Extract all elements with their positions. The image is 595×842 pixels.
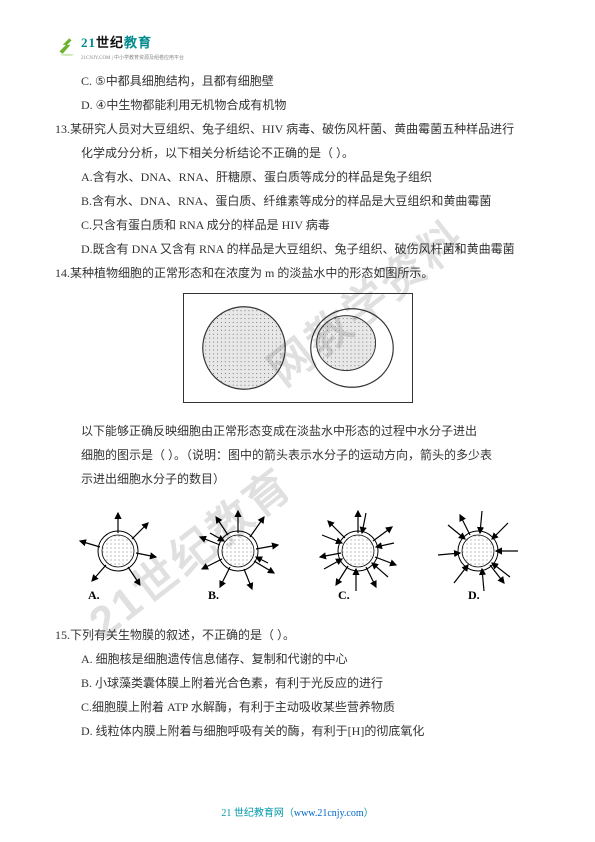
- q13-stem-line2: 化学成分分析，以下相关分析结论不正确的是（ ）。: [55, 141, 540, 165]
- fig-label-b: B.: [208, 588, 219, 602]
- prev-option-d: D. ④中生物都能利用无机物合成有机物: [55, 93, 540, 117]
- q13-option-a: A.含有水、DNA、RNA、肝糖原、蛋白质等成分的样品是兔子组织: [55, 165, 540, 189]
- q15-option-a: A. 细胞核是细胞遗传信息储存、复制和代谢的中心: [55, 647, 540, 671]
- q15-option-d: D. 线粒体内膜上附着与细胞呼吸有关的酶，有利于[H]的彻底氧化: [55, 719, 540, 743]
- footer-post-text: ）: [364, 808, 374, 819]
- page-content: 21世纪教育 21CNJY.COM | 中小学教育资源及组卷应用平台 C. ⑤中…: [0, 0, 595, 763]
- q14-after-line2: 细胞的图示是（ ）。（说明：图中的箭头表示水分子的运动方向，箭头的多少表: [55, 443, 540, 467]
- q15-option-c: C.细胞膜上附着 ATP 水解酶，有利于主动吸收某些营养物质: [55, 695, 540, 719]
- q13-option-b: B.含有水、DNA、RNA、蛋白质、纤维素等成分的样品是大豆组织和黄曲霉菌: [55, 189, 540, 213]
- q14-after-line1: 以下能够正确反映细胞由正常形态变成在淡盐水中形态的过程中水分子进出: [55, 419, 540, 443]
- page-footer: 21 世纪教育网（www.21cnjy.com）: [0, 804, 595, 824]
- fig-label-c: C.: [338, 588, 350, 602]
- logo-subtext: 21CNJY.COM | 中小学教育资源及组卷应用平台: [81, 56, 184, 61]
- logo-runner-icon: [55, 35, 77, 57]
- site-logo: 21世纪教育 21CNJY.COM | 中小学教育资源及组卷应用平台: [55, 30, 540, 61]
- q14-stem: 14.某种植物细胞的正常形态和在浓度为 m 的淡盐水中的形态如图所示。: [55, 261, 540, 285]
- fig-label-a: A.: [88, 588, 100, 602]
- q14-after-line3: 示进出细胞水分子的数目）: [55, 467, 540, 491]
- fig-label-d: D.: [468, 588, 480, 602]
- q14-arrow-figure: A. B.: [55, 501, 540, 619]
- q13-stem-line1: 13.某研究人员对大豆组织、兔子组织、HIV 病毒、破伤风杆菌、黄曲霉菌五种样品…: [55, 117, 540, 141]
- q13-option-c: C.只含有蛋白质和 RNA 成分的样品是 HIV 病毒: [55, 213, 540, 237]
- q14-cell-figure: [55, 293, 540, 411]
- footer-url[interactable]: www.21cnjy.com: [294, 808, 364, 819]
- q15-stem: 15.下列有关生物膜的叙述，不正确的是（ ）。: [55, 623, 540, 647]
- prev-option-c: C. ⑤中都具细胞结构，且都有细胞壁: [55, 69, 540, 93]
- footer-pre-text: 21 世纪教育网（: [221, 808, 294, 819]
- q15-option-b: B. 小球藻类囊体膜上附着光合色素，有利于光反应的进行: [55, 671, 540, 695]
- logo-brand-text: 21世纪教育: [81, 30, 184, 56]
- logo-text-block: 21世纪教育 21CNJY.COM | 中小学教育资源及组卷应用平台: [81, 30, 184, 61]
- q13-option-d: D.既含有 DNA 又含有 RNA 的样品是大豆组织、兔子组织、破伤风杆菌和黄曲…: [55, 237, 540, 261]
